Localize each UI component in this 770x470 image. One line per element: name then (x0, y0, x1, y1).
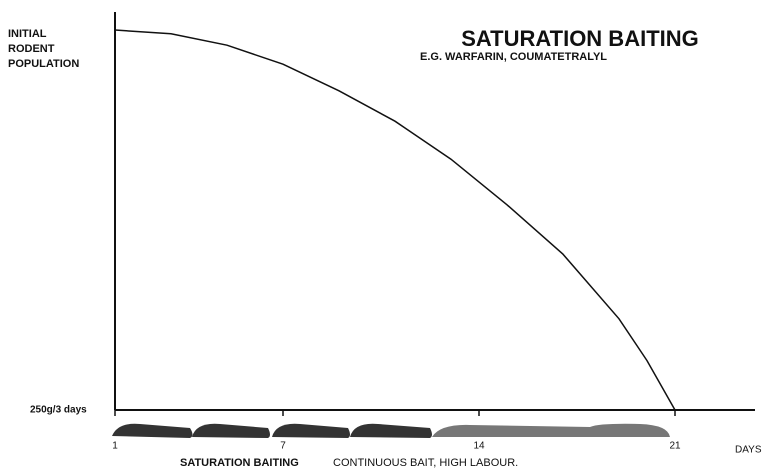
baseline-label: 250g/3 days (30, 405, 87, 416)
y-label: POPULATION (8, 58, 79, 70)
caption-bold: SATURATION BAITING (180, 457, 299, 469)
y-label: INITIAL (8, 28, 47, 40)
chart-subtitle: E.G. WARFARIN, COUMATETRALYL (420, 51, 607, 63)
chart-title: SATURATION BAITING (461, 26, 699, 51)
x-tick-label: 21 (669, 441, 681, 452)
caption: CONTINUOUS BAIT, HIGH LABOUR. (333, 457, 518, 469)
x-label: DAYS (735, 445, 762, 456)
bait-strip (112, 423, 670, 438)
x-tick-label: 7 (280, 441, 286, 452)
x-tick-label: 1 (112, 441, 118, 452)
population-curve (114, 29, 676, 411)
x-tick-label: 14 (473, 441, 485, 452)
y-label: RODENT (8, 43, 55, 55)
